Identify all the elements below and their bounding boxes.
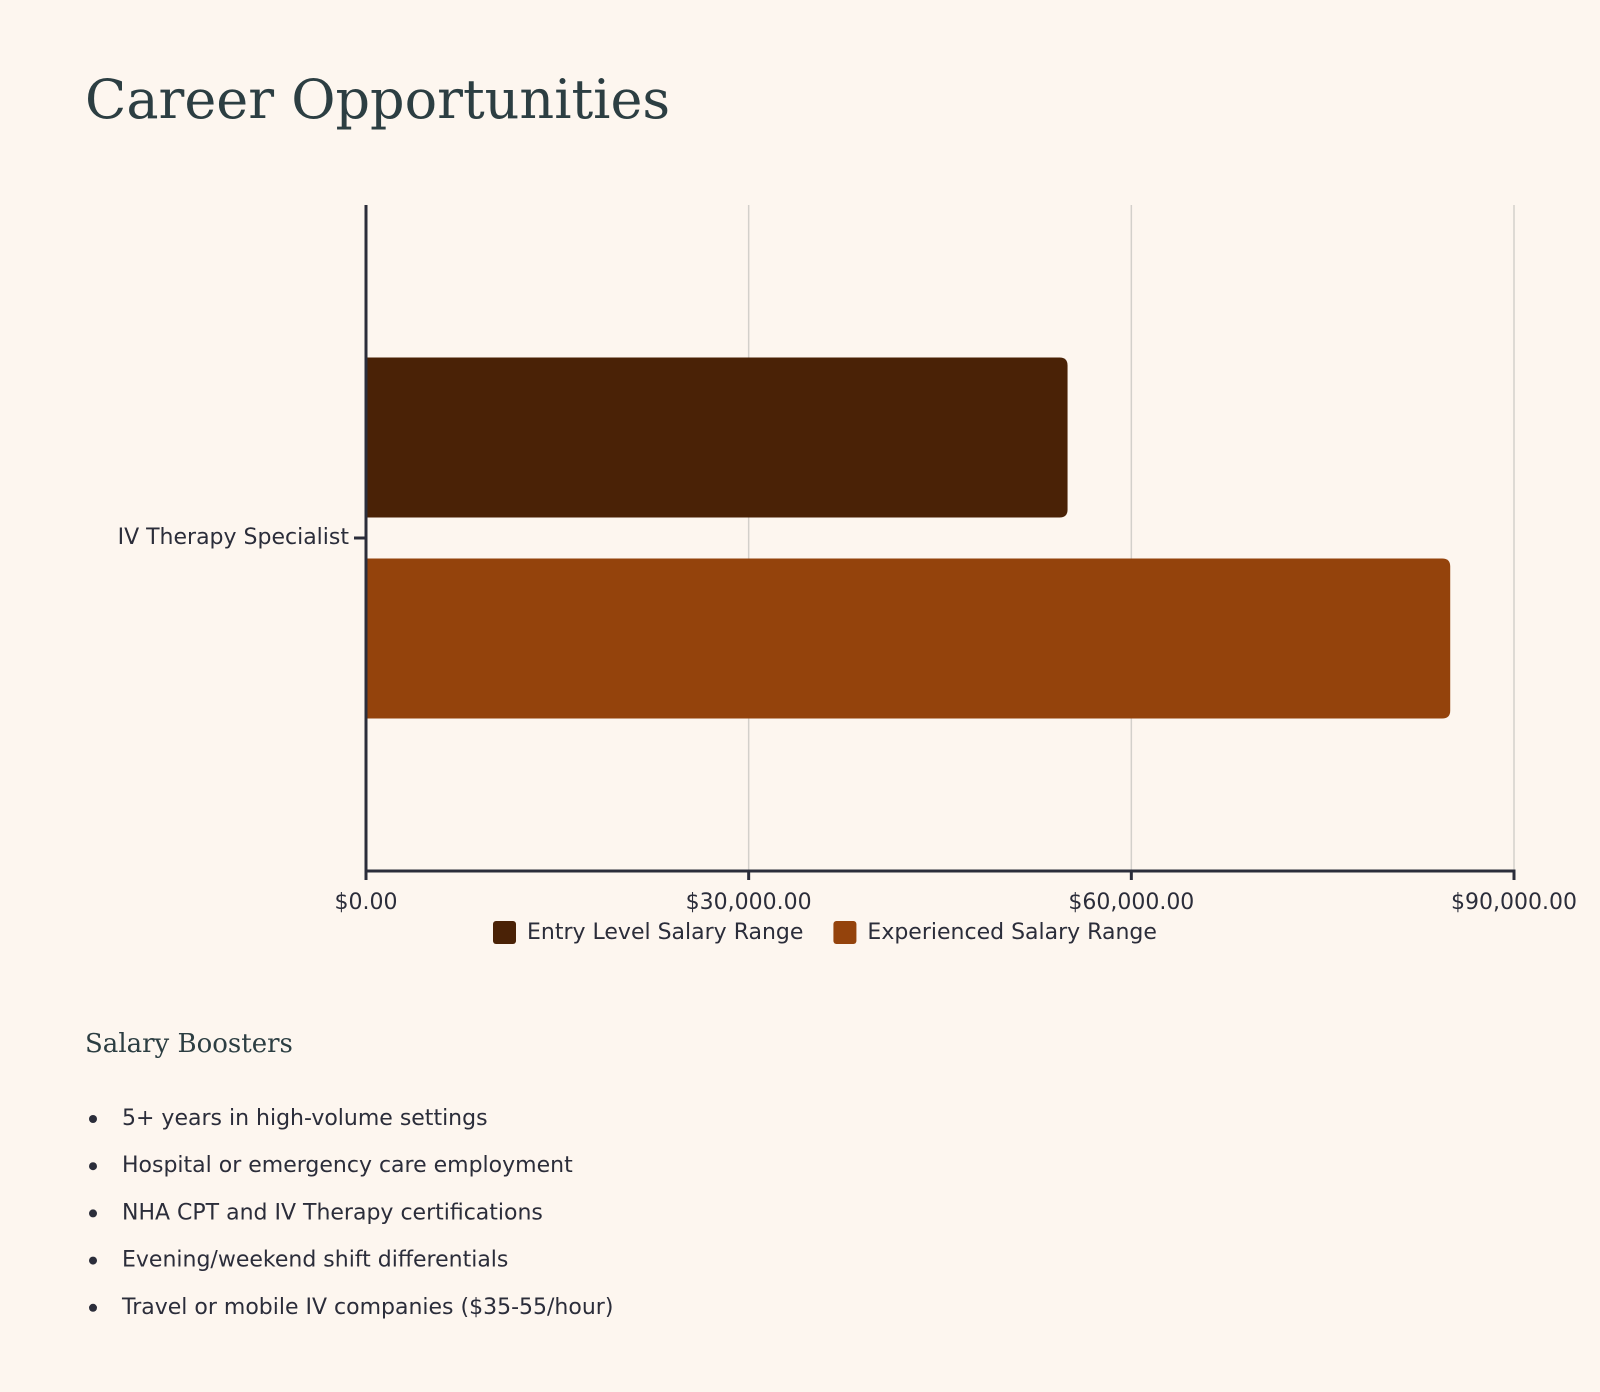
y-tick-label: IV Therapy Specialist (118, 525, 350, 550)
x-tick-label: $30,000.00 (686, 890, 812, 915)
bullet (89, 1303, 97, 1312)
list-item: NHA CPT and IV Therapy certifications (122, 1200, 543, 1225)
bullet (89, 1162, 97, 1171)
legend-swatch (833, 921, 857, 944)
bullet (89, 1209, 97, 1218)
list-item: Evening/weekend shift differentials (122, 1248, 508, 1273)
legend-label: Experienced Salary Range (867, 920, 1156, 945)
bullet (89, 1256, 97, 1265)
x-tick-label: $0.00 (335, 890, 398, 915)
list-item: Hospital or emergency care employment (122, 1153, 573, 1178)
bar (366, 357, 1068, 518)
x-tick-label: $60,000.00 (1068, 890, 1194, 915)
list-item: Travel or mobile IV companies ($35-55/ho… (121, 1295, 613, 1320)
x-tick-label: $90,000.00 (1451, 890, 1577, 915)
page-title: Career Opportunities (85, 68, 670, 131)
bullet (89, 1115, 97, 1123)
legend-swatch (493, 921, 516, 944)
section-heading: Salary Boosters (85, 1029, 293, 1059)
bar (366, 558, 1451, 719)
legend-label: Entry Level Salary Range (527, 920, 803, 945)
list-item: 5+ years in high-volume settings (122, 1106, 488, 1131)
